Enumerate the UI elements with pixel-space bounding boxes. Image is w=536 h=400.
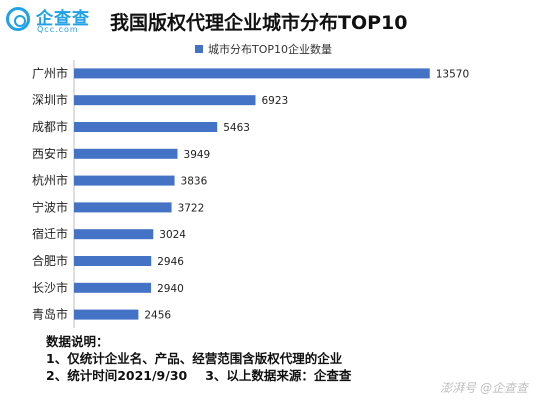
brand-name: 企查查 [36,9,90,29]
bar [74,175,175,186]
data-label: 2940 [157,283,184,295]
data-label: 3949 [184,149,211,161]
notes-line-2a: 2、统计时间2021/9/30 [46,368,188,383]
bar-chart: 广州市 13570 深圳市 6923 成都市 5463 西安市 3949 杭州市 3836 宁波市 3… [32,60,469,328]
bar [74,202,172,213]
bar [74,256,152,266]
legend-label: 城市分布TOP10企业数量 [208,43,333,56]
data-notes: 数据说明： 1、仅统计企业名、产品、经营范围含版权代理的企业 2、统计时间202… [46,333,351,384]
chart-title: 我国版权代理企业城市分布TOP10 [110,12,408,34]
notes-heading: 数据说明： [46,334,109,349]
data-label: 2456 [144,310,171,322]
category-label: 杭州市 [32,173,68,188]
notes-line-1: 1、仅统计企业名、产品、经营范围含版权代理的企业 [46,351,343,366]
data-label: 3836 [181,176,208,188]
bar [74,309,139,320]
bar [74,229,154,240]
category-label: 深圳市 [32,92,68,107]
qcc-logo-icon [6,7,30,31]
data-label: 3024 [159,229,186,241]
notes-line-2: 2、统计时间2021/9/30 3、以上数据来源：企查查 [46,367,351,384]
category-label: 合肥市 [32,253,68,268]
legend-swatch [195,45,203,53]
bar [74,148,178,159]
bar [74,282,152,293]
watermark: 澎湃号 @企查查 [440,381,528,395]
category-label: 西安市 [32,146,68,161]
data-label: 6923 [261,95,288,107]
category-label: 青岛市 [32,307,68,322]
category-label: 成都市 [32,119,68,134]
category-label: 广州市 [32,65,68,80]
category-label: 宿迁市 [32,226,68,241]
bar [74,68,430,79]
data-label: 2946 [157,256,184,268]
qcc-logo: 企查查 Qcc.com [6,4,96,38]
category-label: 长沙市 [32,280,68,295]
bar [74,122,218,132]
data-label: 5463 [223,122,250,134]
bar [74,95,256,106]
data-label: 3722 [178,202,205,214]
category-label: 宁波市 [32,199,68,214]
notes-line-2b: 3、以上数据来源：企查查 [205,368,352,383]
data-label: 13570 [436,68,469,80]
chart-legend: 城市分布TOP10企业数量 [195,41,332,57]
brand-domain: Qcc.com [37,25,79,34]
